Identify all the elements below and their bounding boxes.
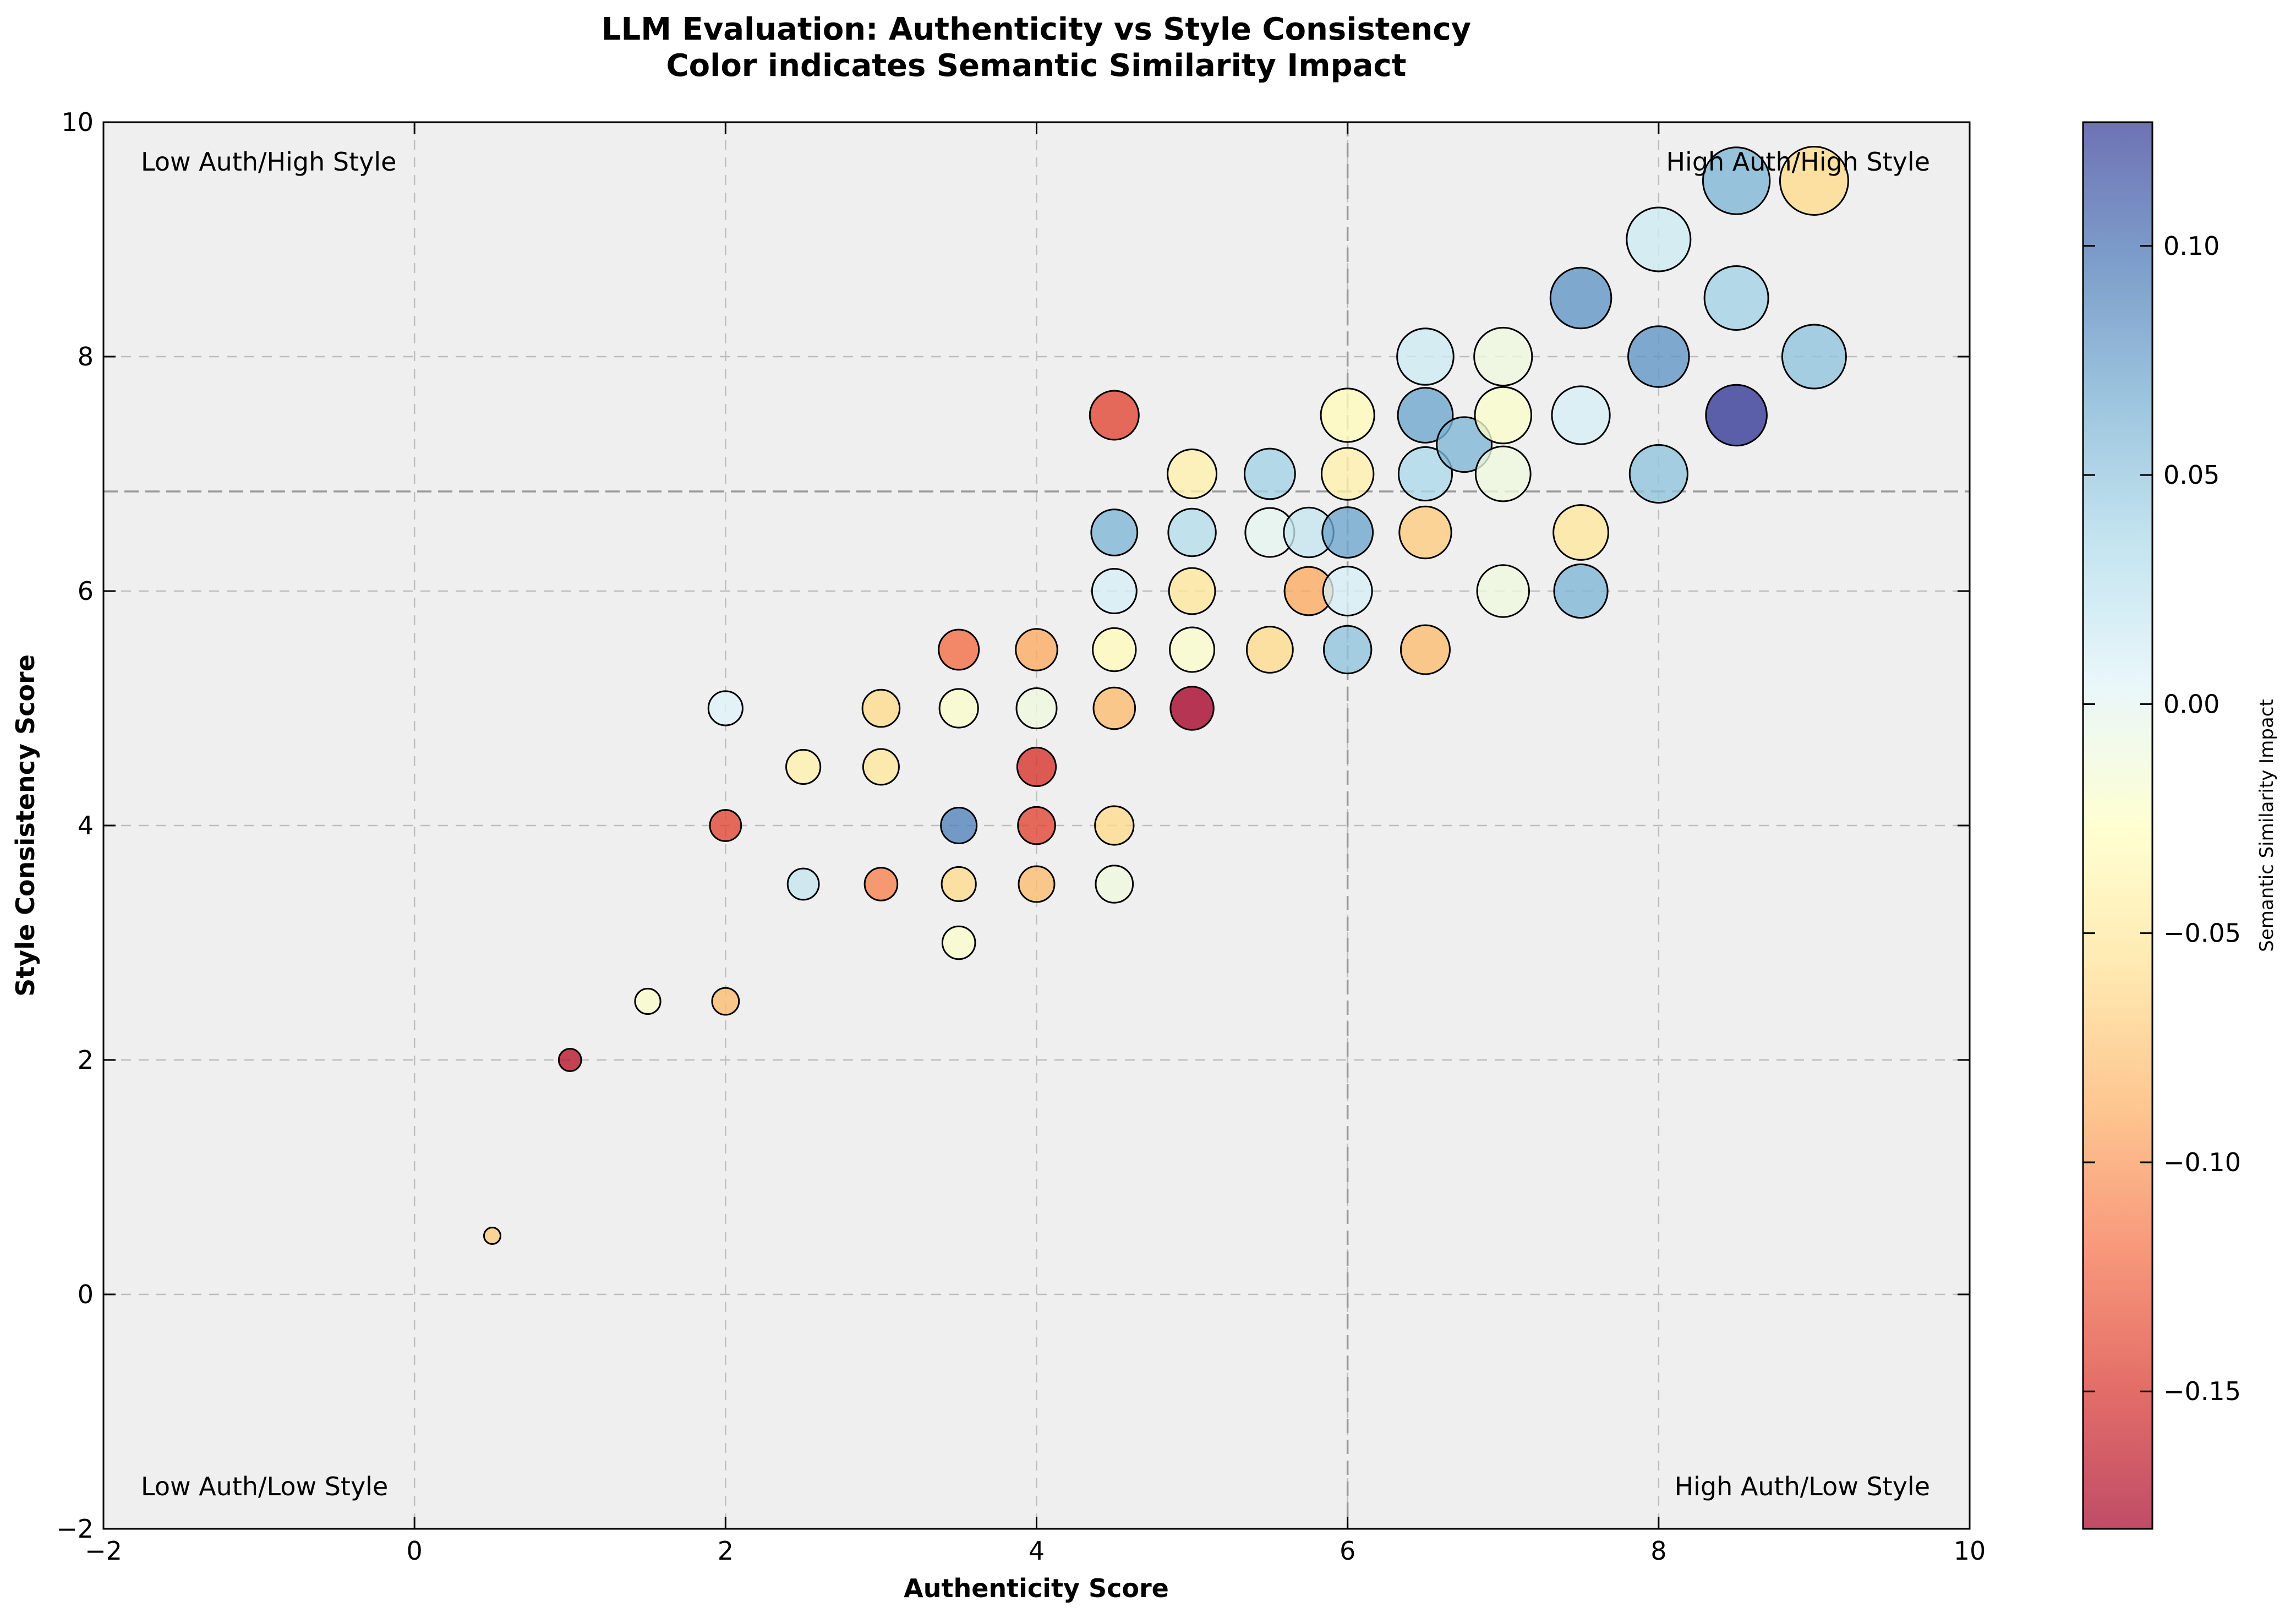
data-point	[1705, 384, 1768, 447]
data-point	[1476, 564, 1530, 618]
data-point	[1169, 686, 1215, 731]
quadrant-label-bottom-left: Low Auth/Low Style	[141, 1472, 388, 1501]
colorbar-tick-label: 0.00	[2163, 689, 2220, 719]
data-point	[707, 690, 744, 726]
data-point	[786, 867, 820, 901]
y-tick-label: 0	[78, 1280, 94, 1309]
colorbar-tick-label: 0.10	[2163, 231, 2220, 261]
x-tick-label: 0	[407, 1536, 423, 1566]
data-point	[634, 987, 662, 1015]
data-point	[1396, 327, 1455, 386]
data-point	[1473, 326, 1533, 387]
data-point	[1549, 266, 1612, 330]
data-point	[1628, 444, 1688, 504]
colorbar	[2083, 122, 2152, 1529]
data-point	[940, 807, 978, 844]
colorbar-frame	[2082, 121, 2153, 1530]
quadrant-label-top-left: Low Auth/High Style	[141, 147, 396, 177]
x-tick-label: 10	[1954, 1536, 1986, 1566]
data-point	[483, 1227, 501, 1245]
data-point	[709, 809, 742, 842]
y-tick-label: −2	[56, 1514, 94, 1544]
x-tick-label: 2	[718, 1536, 734, 1566]
data-point	[1551, 385, 1611, 445]
data-point	[1169, 626, 1216, 673]
data-point	[1474, 386, 1533, 445]
y-tick-label: 8	[78, 342, 94, 371]
data-point	[557, 1048, 582, 1072]
data-point	[1015, 687, 1058, 729]
data-point	[1627, 325, 1690, 388]
data-point	[1245, 626, 1294, 674]
quadrant-label-bottom-right: High Auth/Low Style	[1675, 1472, 1930, 1501]
data-point	[862, 748, 900, 786]
x-tick-label: −2	[85, 1536, 122, 1566]
data-point	[1095, 865, 1134, 904]
data-point	[1626, 206, 1692, 272]
data-point	[1703, 265, 1769, 331]
data-point	[1016, 746, 1057, 788]
data-point	[1322, 625, 1373, 675]
data-point	[1168, 567, 1216, 615]
data-point	[711, 987, 740, 1016]
colorbar-tick-label: 0.05	[2163, 460, 2220, 490]
colorbar-tick-label: −0.15	[2163, 1376, 2241, 1406]
data-point	[1436, 416, 1493, 473]
data-point	[1015, 628, 1058, 671]
chart-title: LLM Evaluation: Authenticity vs Style Co…	[602, 12, 1471, 47]
data-point	[1474, 445, 1532, 502]
data-point	[1398, 505, 1452, 560]
data-point	[1397, 446, 1453, 502]
data-point	[941, 866, 977, 903]
data-point	[1320, 447, 1375, 501]
axis-ticks: −2 0 2 4 6 8 10 −2 0 2 4 6 8 10	[56, 107, 1986, 1566]
data-point	[1702, 146, 1771, 215]
colorbar-ticks: 0.10 0.05 0.00 −0.05 −0.10 −0.15	[2083, 231, 2241, 1406]
data-point	[1243, 447, 1296, 500]
colorbar-tick-label: −0.10	[2163, 1147, 2241, 1177]
x-tick-label: 4	[1029, 1536, 1045, 1566]
data-point	[1094, 805, 1135, 846]
x-axis-label: Authenticity Score	[904, 1573, 1169, 1603]
data-point	[1092, 627, 1137, 673]
data-point	[1779, 146, 1849, 216]
data-point	[1167, 507, 1217, 557]
data-point	[861, 688, 901, 728]
y-axis-label: Style Consistency Score	[10, 654, 40, 997]
y-tick-label: 4	[78, 811, 94, 840]
data-point	[785, 748, 822, 785]
data-point	[1400, 624, 1451, 675]
colorbar-label: Semantic Similarity Impact	[2256, 699, 2278, 952]
data-point	[941, 925, 976, 960]
data-point	[1321, 506, 1374, 559]
quadrant-label-top-right: High Auth/High Style	[1666, 147, 1930, 177]
data-point	[1781, 324, 1847, 390]
data-point	[1167, 449, 1218, 499]
data-point	[1018, 865, 1056, 903]
data-point	[938, 688, 979, 729]
data-point	[1091, 568, 1138, 614]
x-tick-label: 6	[1340, 1536, 1355, 1566]
y-tick-label: 6	[78, 576, 94, 606]
x-tick-label: 8	[1650, 1536, 1666, 1566]
data-point	[1092, 686, 1136, 730]
data-point	[1553, 563, 1609, 619]
data-point	[1090, 509, 1139, 556]
data-point	[1089, 390, 1140, 441]
data-point	[1320, 387, 1375, 443]
data-point	[1322, 566, 1373, 616]
colorbar-tick-label: −0.05	[2163, 919, 2241, 948]
data-point	[1397, 387, 1454, 444]
y-tick-label: 2	[78, 1045, 94, 1075]
data-points	[483, 146, 1849, 1245]
chart-subtitle: Color indicates Semantic Similarity Impa…	[666, 48, 1407, 84]
data-point	[1552, 504, 1609, 561]
data-point	[1017, 806, 1056, 845]
data-point	[938, 628, 980, 671]
y-tick-label: 10	[61, 107, 94, 137]
data-point	[863, 867, 899, 901]
